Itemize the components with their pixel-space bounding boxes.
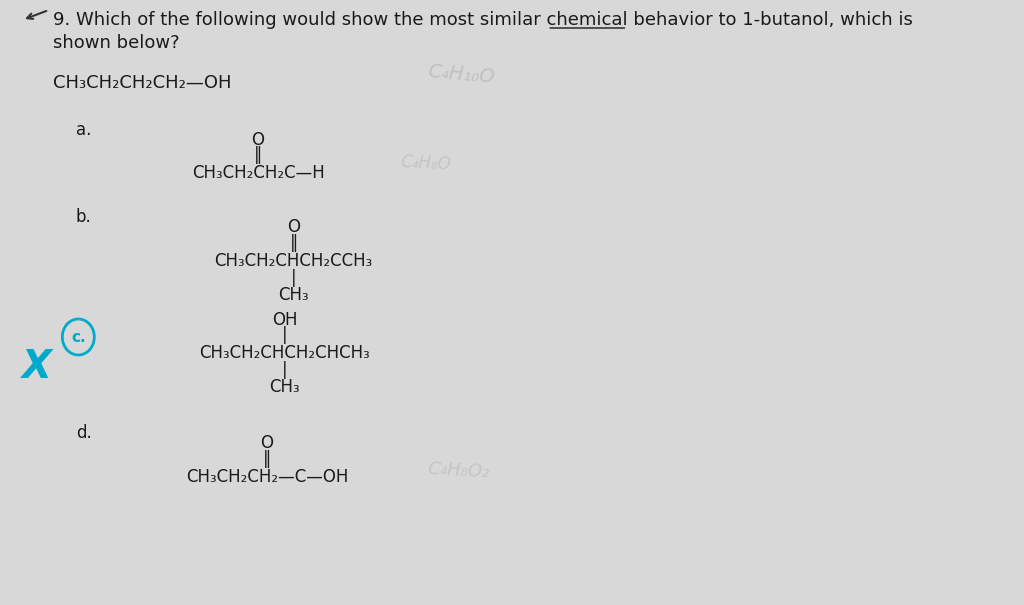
Text: X: X bbox=[23, 348, 52, 386]
Text: d.: d. bbox=[76, 424, 91, 442]
Text: CH₃CH₂CHCH₂CCH₃: CH₃CH₂CHCH₂CCH₃ bbox=[215, 252, 373, 270]
Text: CH₃CH₂CHCH₂CHCH₃: CH₃CH₂CHCH₂CHCH₃ bbox=[200, 344, 370, 362]
Text: a.: a. bbox=[76, 121, 91, 139]
Text: CH₃: CH₃ bbox=[279, 286, 309, 304]
Text: CH₃CH₂CH₂CH₂—OH: CH₃CH₂CH₂CH₂—OH bbox=[53, 74, 231, 92]
Text: shown below?: shown below? bbox=[53, 34, 180, 52]
Text: |: | bbox=[291, 269, 297, 287]
Text: OH: OH bbox=[272, 311, 298, 329]
Text: CH₃: CH₃ bbox=[269, 378, 300, 396]
Text: C₄H₈O: C₄H₈O bbox=[400, 154, 452, 174]
Text: C₄H₁₀O: C₄H₁₀O bbox=[427, 62, 496, 87]
Text: |: | bbox=[282, 361, 288, 379]
Text: c.: c. bbox=[71, 330, 86, 344]
Text: O: O bbox=[260, 434, 273, 452]
Text: ‖: ‖ bbox=[254, 146, 262, 164]
Text: O: O bbox=[287, 218, 300, 236]
Text: ‖: ‖ bbox=[290, 234, 298, 252]
Text: C₄H₈O₂: C₄H₈O₂ bbox=[427, 460, 490, 481]
Text: 9. Which of the following would show the most similar chemical behavior to 1-but: 9. Which of the following would show the… bbox=[53, 11, 913, 29]
Text: b.: b. bbox=[76, 208, 91, 226]
Text: CH₃CH₂CH₂C—H: CH₃CH₂CH₂C—H bbox=[191, 164, 325, 182]
Text: |: | bbox=[282, 326, 288, 344]
Text: CH₃CH₂CH₂—C—OH: CH₃CH₂CH₂—C—OH bbox=[185, 468, 348, 486]
Text: ‖: ‖ bbox=[263, 450, 271, 468]
Text: O: O bbox=[252, 131, 264, 149]
